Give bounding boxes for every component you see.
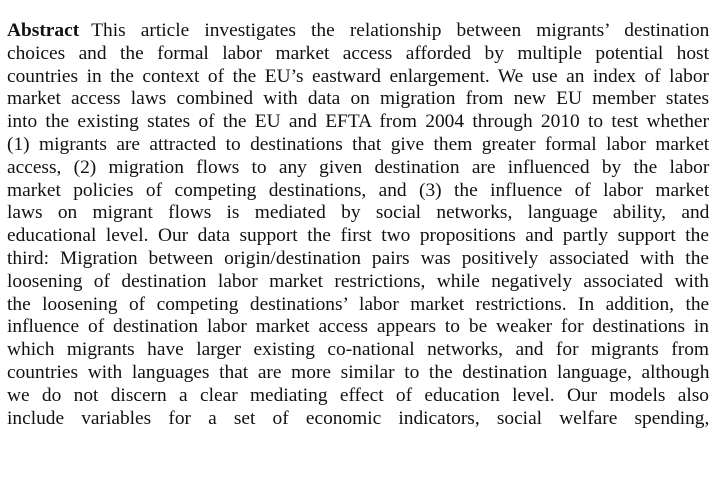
abstract-line-12: loosening of destination labor market re…: [7, 270, 709, 292]
abstract-line-6: (1) migrants are attracted to destinatio…: [7, 133, 710, 155]
abstract-line-14: influence of destination labor market ac…: [7, 316, 709, 338]
abstract-line-3: countries in the context of the EU’s eas…: [7, 65, 709, 87]
abstract-line-11: third: Migration between origin/destinat…: [7, 247, 709, 269]
abstract-line-5: into the existing states of the EU and E…: [7, 111, 709, 133]
abstract-line-18: include variables for a set of economic …: [7, 407, 710, 429]
abstract-line-4: market access laws combined with data on…: [7, 88, 709, 110]
abstract-line-7: access, (2) migration flows to any given…: [7, 156, 710, 178]
abstract-line-1-text: This article investigates the relationsh…: [91, 20, 710, 41]
abstract-line-17: we do not discern a clear mediating effe…: [7, 384, 709, 406]
abstract-line-16: countries with languages that are more s…: [7, 361, 710, 383]
abstract-line-10: educational level. Our data support the …: [7, 225, 709, 247]
abstract-line-9: laws on migrant flows is mediated by soc…: [7, 202, 710, 224]
abstract-label: Abstract: [7, 20, 80, 41]
abstract-line-8: market policies of competing destination…: [7, 179, 710, 201]
abstract-line-2: choices and the formal labor market acce…: [7, 42, 709, 64]
abstract-paragraph: Abstract This article investigates the re…: [7, 20, 709, 430]
abstract-line-15: which migrants have larger existing co-n…: [7, 339, 709, 361]
abstract-line-1: Abstract This article investigates the re…: [7, 20, 709, 43]
abstract-line-13: the loosening of competing destinations’…: [7, 293, 710, 315]
